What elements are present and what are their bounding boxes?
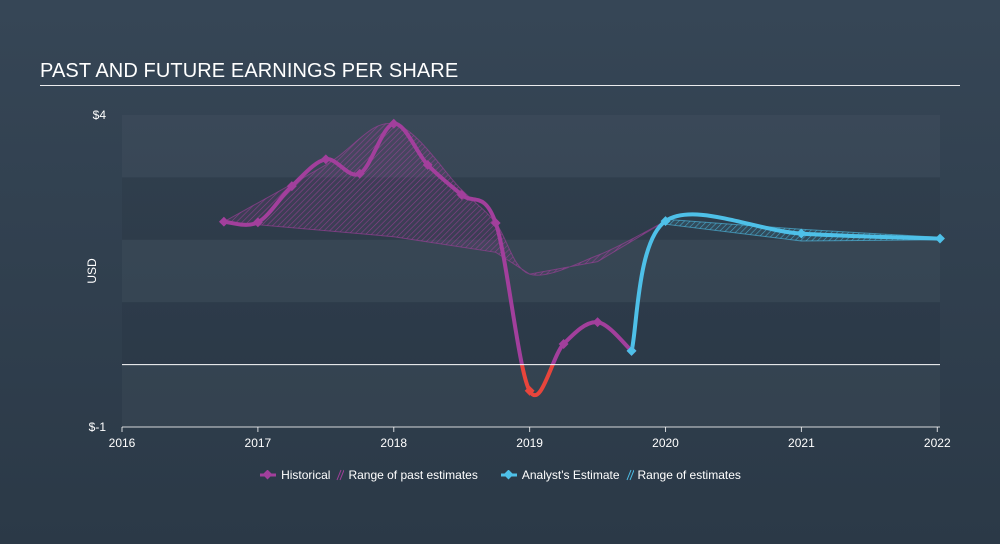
legend-historical[interactable]: Historical	[259, 468, 330, 482]
historical-point	[252, 217, 263, 228]
historical-point	[592, 317, 603, 328]
analyst-estimate-point	[660, 216, 671, 227]
historical-point	[456, 189, 467, 200]
y-tick-label: $4	[93, 108, 107, 122]
historical-point	[320, 154, 331, 165]
legend-range-label: Range of estimates	[637, 468, 741, 482]
historical-line	[223, 121, 633, 365]
legend: Historical Range of past estimates Analy…	[0, 468, 1000, 482]
analyst-estimate-point	[626, 345, 637, 356]
past-range-legend-icon	[336, 469, 345, 481]
x-tick-label: 2016	[109, 436, 136, 450]
legend-past-range-label: Range of past estimates	[348, 468, 478, 482]
legend-range[interactable]: Range of estimates	[626, 468, 741, 482]
x-tick-label: 2018	[380, 436, 407, 450]
legend-analyst[interactable]: Analyst's Estimate	[500, 468, 620, 482]
title-divider	[40, 85, 960, 86]
x-tick-label: 2022	[924, 436, 951, 450]
grid-band	[122, 302, 940, 365]
x-tick-label: 2021	[788, 436, 815, 450]
legend-past-range[interactable]: Range of past estimates	[336, 468, 478, 482]
historical-point	[286, 181, 297, 192]
analyst-legend-icon	[500, 470, 517, 480]
grid-band	[122, 240, 940, 302]
x-tick-label: 2020	[652, 436, 679, 450]
grid-band	[122, 115, 940, 177]
historical-point	[422, 159, 433, 170]
x-tick-label: 2019	[516, 436, 543, 450]
legend-historical-label: Historical	[281, 468, 331, 482]
series-markers	[218, 118, 945, 396]
historical-point	[524, 385, 535, 396]
historical-point	[558, 339, 569, 349]
series-lines	[223, 121, 941, 397]
historical-point	[490, 218, 501, 228]
y-tick-label: $-1	[89, 420, 107, 434]
y-axis-label: USD	[85, 258, 99, 284]
chart-title: PAST AND FUTURE EARNINGS PER SHARE	[40, 60, 459, 82]
range-legend-icon	[626, 469, 634, 481]
historical-point	[218, 216, 229, 227]
legend-analyst-label: Analyst's Estimate	[521, 468, 620, 482]
historical-legend-icon	[260, 470, 277, 480]
analyst-estimate-point	[796, 228, 807, 239]
analyst-estimate-line	[629, 212, 941, 352]
grid-bands	[122, 115, 940, 427]
historical-point	[354, 168, 365, 179]
x-tick-label: 2017	[245, 436, 272, 450]
axes: $4 $-1 USD 2016 2017 2018 2019 2020 2021 2022	[85, 108, 951, 450]
analyst-estimate-point	[935, 233, 945, 244]
grid-band	[122, 365, 940, 427]
